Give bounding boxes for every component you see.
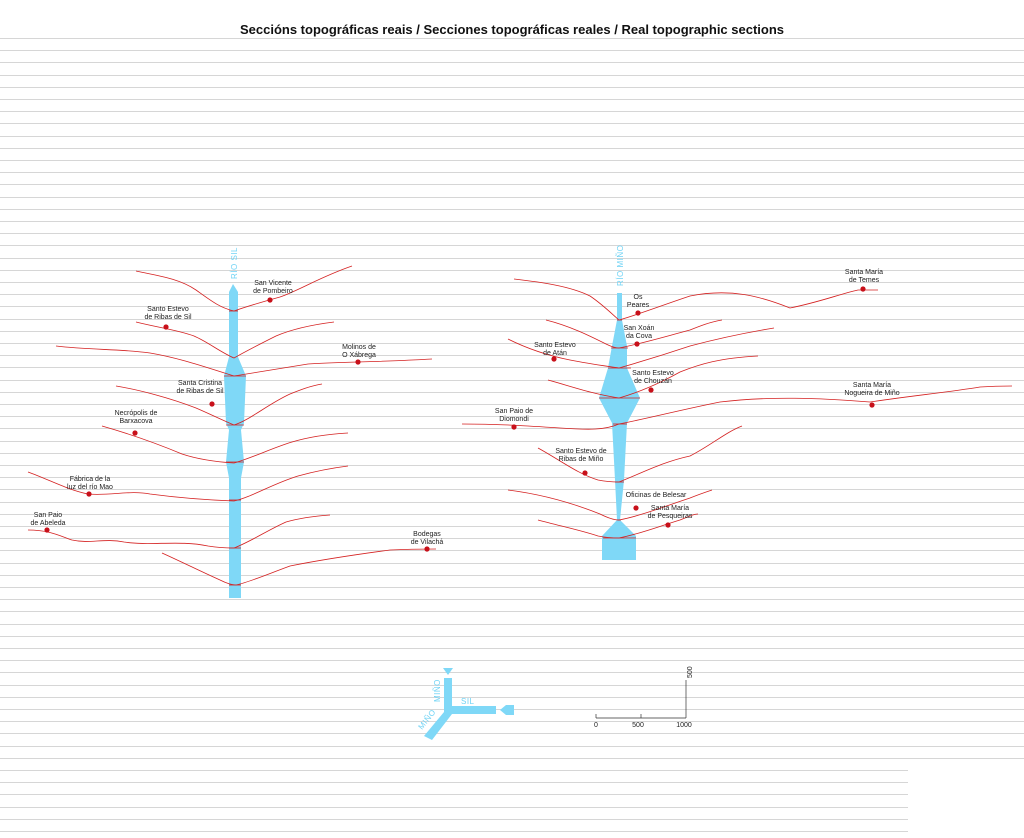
sil-point-barxacova (132, 430, 138, 436)
confluence-sil-label: SIL (461, 697, 475, 706)
mino-point-peares (635, 310, 641, 316)
sil-label-pombeiro: San Vicente de Pombeiro (253, 280, 293, 295)
sil-label-xabrega: Molinos de O Xábrega (342, 344, 376, 359)
mino-point-cova (634, 341, 640, 347)
mino-profile-8 (537, 513, 699, 539)
sil-point-fabrica (86, 491, 92, 497)
scale-tick-500: 500 (632, 722, 644, 729)
mino-point-atan (551, 356, 557, 362)
sil-profile-1 (135, 265, 353, 312)
mino-point-temes (860, 286, 866, 292)
mino-profile-4 (547, 355, 759, 399)
sil-section-group: San Vicente de Pombeiro Santo Estevo de Ri… (27, 247, 444, 598)
mino-river-label: RÍO MIÑO (616, 245, 625, 286)
mino-profile-6 (537, 425, 743, 483)
page-title: Seccións topográficas reais / Secciones … (239, 22, 785, 37)
mino-point-ribas-mino (582, 470, 588, 476)
sil-profile-8 (161, 548, 437, 586)
sil-river-label: RÍO SIL (230, 247, 239, 279)
mino-point-diomondi (511, 424, 517, 430)
sil-point-pombeiro (267, 297, 273, 303)
confluence-icon: MIÑO SIL MIÑO (416, 668, 514, 740)
mino-section-group: Santa María de Temes Os Peares San Xoán da … (461, 245, 1013, 560)
scale-bar (595, 680, 687, 719)
mino-profile-1 (513, 278, 878, 321)
sil-label-abeleda: San Paio de Abeleda (30, 512, 65, 527)
sil-point-ribas-sil (163, 324, 169, 330)
mino-profile-3 (507, 327, 775, 369)
mino-profile-7 (507, 489, 713, 521)
mino-label-ribas-mino: Santo Estevo de Ribas de Miño (555, 448, 606, 463)
sil-profiles (27, 265, 437, 586)
sil-river-channel (224, 284, 246, 598)
scale-vertical-tick: 500 (687, 666, 694, 678)
sil-point-xabrega (355, 359, 361, 365)
mino-label-peares: Os Peares (627, 294, 650, 309)
sil-point-vilacha (424, 546, 430, 552)
mino-profile-2 (545, 319, 723, 349)
mino-label-nogueira: Santa María Nogueira de Miño (844, 382, 899, 397)
confluence-shape (424, 668, 496, 740)
mino-label-temes: Santa María de Temes (845, 269, 883, 284)
sil-label-ribas-sil: Santo Estevo de Ribas de Sil (144, 306, 192, 321)
sil-profile-4 (115, 383, 323, 426)
sil-point-abeleda (44, 527, 50, 533)
mino-profiles (461, 278, 1013, 539)
sil-label-fabrica: Fábrica de la luz del río Mao (67, 476, 113, 491)
mino-profile-5 (461, 385, 1013, 430)
confluence-mino-up-label: MIÑO (433, 679, 442, 702)
sil-label-vilacha: Bodegas de Vilachá (411, 531, 444, 546)
background-rules (0, 38, 1024, 832)
mino-label-belesar: Oficinas de Belesar (626, 492, 687, 499)
scale-tick-1000: 1000 (676, 722, 692, 729)
mino-river-channel (599, 293, 640, 560)
sil-profile-2 (135, 321, 335, 359)
sil-label-barxacova: Necrópolis de Barxacova (115, 410, 158, 425)
scale-tick-0: 0 (594, 722, 598, 729)
sil-label-santa-cristina: Santa Cristina de Ribas de Sil (176, 380, 224, 395)
mino-label-pesqueiras: Santa María de Pesqueiras (648, 505, 693, 520)
sil-profile-5 (101, 425, 349, 464)
mino-point-nogueira (869, 402, 875, 408)
sil-profile-6 (27, 465, 349, 502)
sil-profile-7 (27, 514, 331, 549)
sil-points (44, 297, 430, 552)
mino-label-atan: Santo Estevo de Atán (534, 342, 576, 357)
mino-label-cova: San Xoán da Cova (624, 325, 655, 340)
sil-arrow (500, 705, 514, 715)
mino-label-diomondi: San Paio de Diomondi (495, 408, 533, 423)
mino-point-chouzan (648, 387, 654, 393)
mino-points (511, 286, 875, 528)
mino-point-belesar (633, 505, 639, 511)
sil-profile-3 (55, 345, 433, 377)
sil-point-santa-cristina (209, 401, 215, 407)
mino-label-chouzan: Santo Estevo de Chouzán (632, 370, 674, 385)
mino-point-pesqueiras (665, 522, 671, 528)
